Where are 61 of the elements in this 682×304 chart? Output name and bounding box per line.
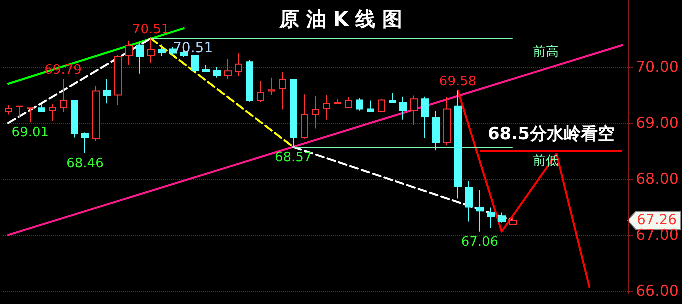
candlestick xyxy=(71,100,78,138)
candlestick xyxy=(257,80,264,103)
candlestick xyxy=(114,54,122,106)
candlestick xyxy=(38,104,45,112)
candlestick xyxy=(465,180,473,222)
candlestick xyxy=(49,104,56,122)
annotation: 69.58 xyxy=(439,74,477,90)
candlestick xyxy=(16,106,23,119)
candlestick xyxy=(410,95,418,126)
candlestick xyxy=(125,40,133,66)
candlestick xyxy=(92,86,100,142)
candlestick xyxy=(421,96,429,139)
candlestick xyxy=(356,98,363,112)
candlestick xyxy=(147,38,155,64)
candlestick xyxy=(268,77,275,96)
candlestick xyxy=(367,100,374,114)
text: 67.26 xyxy=(637,212,678,229)
candlestick xyxy=(301,94,308,140)
candlestick xyxy=(202,64,210,72)
candlestick xyxy=(378,98,385,114)
candlestick xyxy=(213,66,221,78)
candlestick xyxy=(389,93,396,103)
candlestick xyxy=(498,212,506,224)
y-tick-label: 69.00 xyxy=(636,114,679,132)
annotation: 68.46 xyxy=(66,156,104,172)
candlestick xyxy=(432,110,440,152)
candlestick xyxy=(279,72,286,110)
candlestick xyxy=(509,218,517,226)
candlestick xyxy=(191,54,199,72)
candlestick xyxy=(235,52,242,77)
candlestick xyxy=(399,96,407,120)
y-tick-label: 66.00 xyxy=(636,282,679,300)
annotation: 68.57 xyxy=(274,150,312,166)
ref-line-label: 68.5分水岭看空 xyxy=(488,124,615,145)
y-tick-label: 70.00 xyxy=(636,58,679,76)
candlestick xyxy=(454,90,462,200)
candlestick xyxy=(136,42,144,74)
candlestick xyxy=(312,96,319,130)
candlestick xyxy=(290,78,297,148)
candlestick xyxy=(323,94,330,120)
candlestick xyxy=(487,207,495,229)
annotation: 70.51 xyxy=(132,22,170,38)
annotation: 69.01 xyxy=(12,126,50,141)
y-tick-label: 67.00 xyxy=(636,226,679,244)
ref-line-label: 前高 xyxy=(532,44,559,60)
candlestick xyxy=(158,44,166,56)
candlestick xyxy=(103,79,111,104)
candlestick xyxy=(476,190,484,232)
candlestick xyxy=(27,108,34,124)
annotation: 70.51 xyxy=(173,40,214,57)
candlestick xyxy=(334,98,341,104)
candlestick xyxy=(81,132,89,154)
annotation: 67.06 xyxy=(461,234,499,250)
candlestick xyxy=(5,104,12,116)
candlestick xyxy=(224,58,232,80)
candlestick xyxy=(246,60,253,102)
chart-title: 原 油 K 线 图 xyxy=(278,7,403,31)
candlestick xyxy=(345,96,352,108)
candlestick xyxy=(60,78,67,114)
y-tick-label: 68.00 xyxy=(636,170,679,188)
candlestick xyxy=(443,96,451,146)
